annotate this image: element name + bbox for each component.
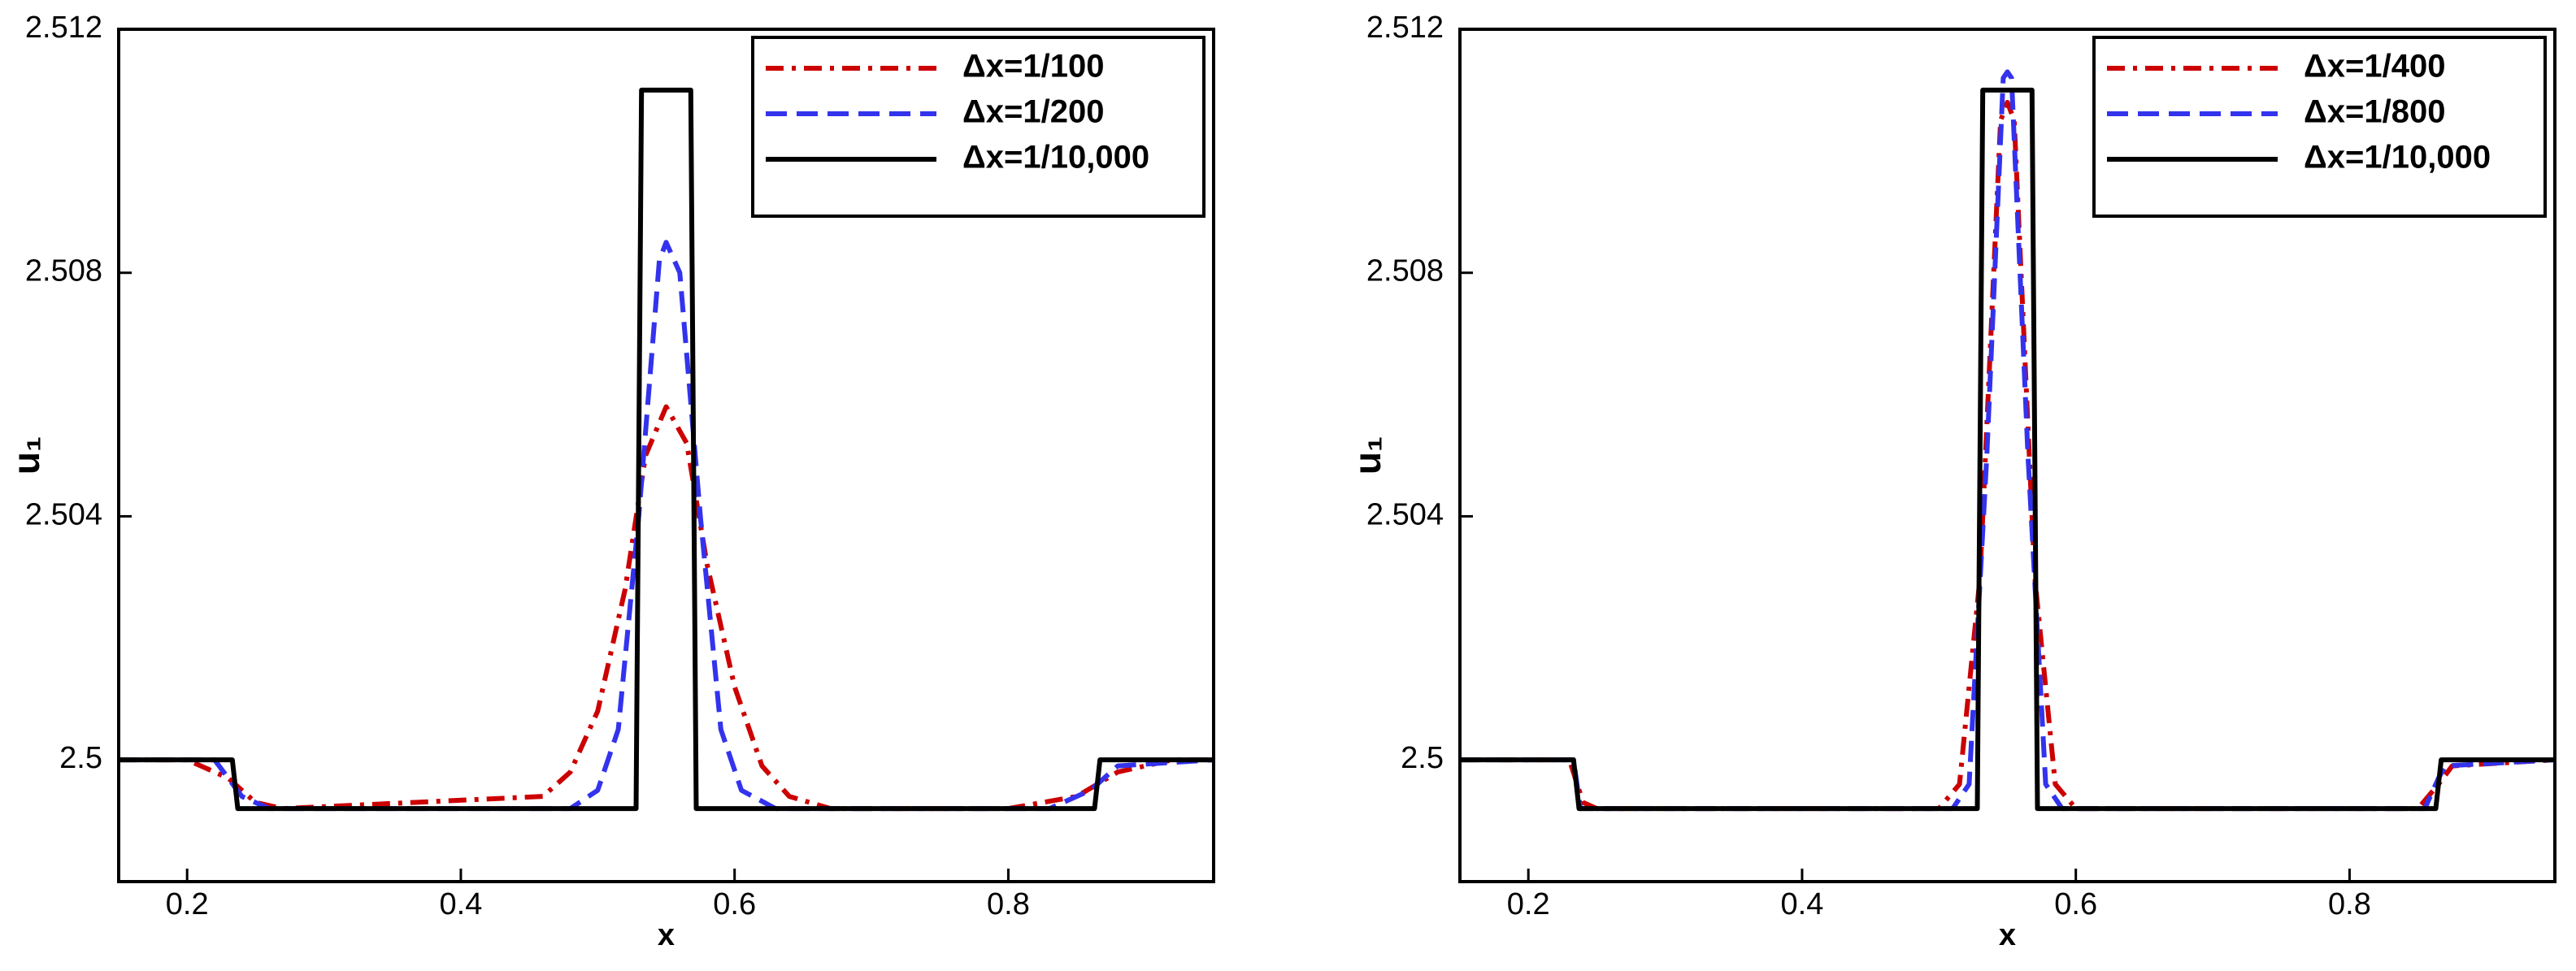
x-axis-label: x — [1999, 918, 2016, 952]
data-line — [119, 240, 1214, 812]
x-tick-label: 0.2 — [166, 887, 209, 921]
data-line — [119, 87, 1214, 812]
x-tick-label: 0.8 — [987, 887, 1030, 921]
plot-frame — [1458, 28, 2556, 883]
legend-box — [751, 36, 1205, 218]
y-tick-label: 2.504 — [1366, 497, 1444, 531]
x-tick-label: 0.6 — [713, 887, 756, 921]
legend-label: Δx=1/200 — [962, 94, 1104, 130]
data-line — [1460, 87, 2555, 812]
x-tick-label: 0.8 — [2328, 887, 2371, 921]
y-tick-label: 2.5 — [1401, 741, 1444, 775]
y-tick-label: 2.5 — [59, 741, 102, 775]
y-tick-label: 2.512 — [1366, 11, 1444, 45]
x-tick-label: 0.6 — [2054, 887, 2097, 921]
data-line — [119, 404, 1214, 812]
legend-label: Δx=1/400 — [2304, 49, 2445, 85]
y-tick-label: 2.508 — [1366, 254, 1444, 288]
x-tick-label: 0.4 — [440, 887, 483, 921]
y-tick-label: 2.512 — [25, 11, 102, 45]
legend-label: Δx=1/10,000 — [2304, 140, 2491, 176]
y-axis-label: u₁ — [5, 436, 47, 475]
x-axis-label: x — [658, 918, 675, 952]
legend-label: Δx=1/10,000 — [962, 140, 1149, 176]
y-axis-label: u₁ — [1346, 436, 1388, 475]
x-tick-label: 0.4 — [1781, 887, 1824, 921]
x-tick-label: 0.2 — [1507, 887, 1550, 921]
legend-label: Δx=1/800 — [2304, 94, 2445, 130]
legend-box — [2092, 36, 2547, 218]
legend-label: Δx=1/100 — [962, 49, 1104, 85]
plot-frame — [117, 28, 1215, 883]
y-tick-label: 2.504 — [25, 497, 102, 531]
y-tick-label: 2.508 — [25, 254, 102, 288]
